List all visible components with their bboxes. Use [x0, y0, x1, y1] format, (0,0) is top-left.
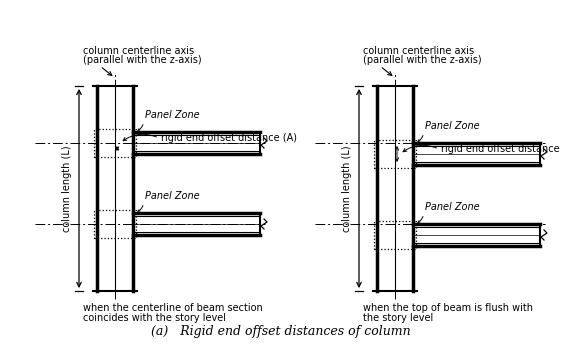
Text: Panel Zone: Panel Zone [425, 202, 480, 212]
Text: Panel Zone: Panel Zone [425, 121, 480, 131]
Text: Panel Zone: Panel Zone [145, 191, 200, 201]
Text: when the centerline of beam section: when the centerline of beam section [83, 303, 263, 313]
Text: rigid end offset distance (A): rigid end offset distance (A) [161, 133, 297, 143]
Text: the story level: the story level [363, 313, 434, 323]
Text: (parallel with the z-axis): (parallel with the z-axis) [83, 55, 202, 65]
Bar [94, 210, 136, 238]
Bar [374, 221, 416, 249]
Text: coincides with the story level: coincides with the story level [83, 313, 226, 323]
Text: (a)   Rigid end offset distances of column: (a) Rigid end offset distances of column [151, 325, 411, 338]
Text: column length (L): column length (L) [62, 145, 72, 232]
Text: (parallel with the z-axis): (parallel with the z-axis) [363, 55, 481, 65]
Bar [94, 129, 136, 157]
Text: when the top of beam is flush with: when the top of beam is flush with [363, 303, 533, 313]
Text: column length (L): column length (L) [342, 145, 352, 232]
Text: rigid end offset distance (A): rigid end offset distance (A) [441, 144, 563, 154]
Text: Panel Zone: Panel Zone [145, 110, 200, 120]
Bar [374, 140, 416, 168]
Text: column centerline axis: column centerline axis [363, 46, 474, 56]
Text: column centerline axis: column centerline axis [83, 46, 194, 56]
